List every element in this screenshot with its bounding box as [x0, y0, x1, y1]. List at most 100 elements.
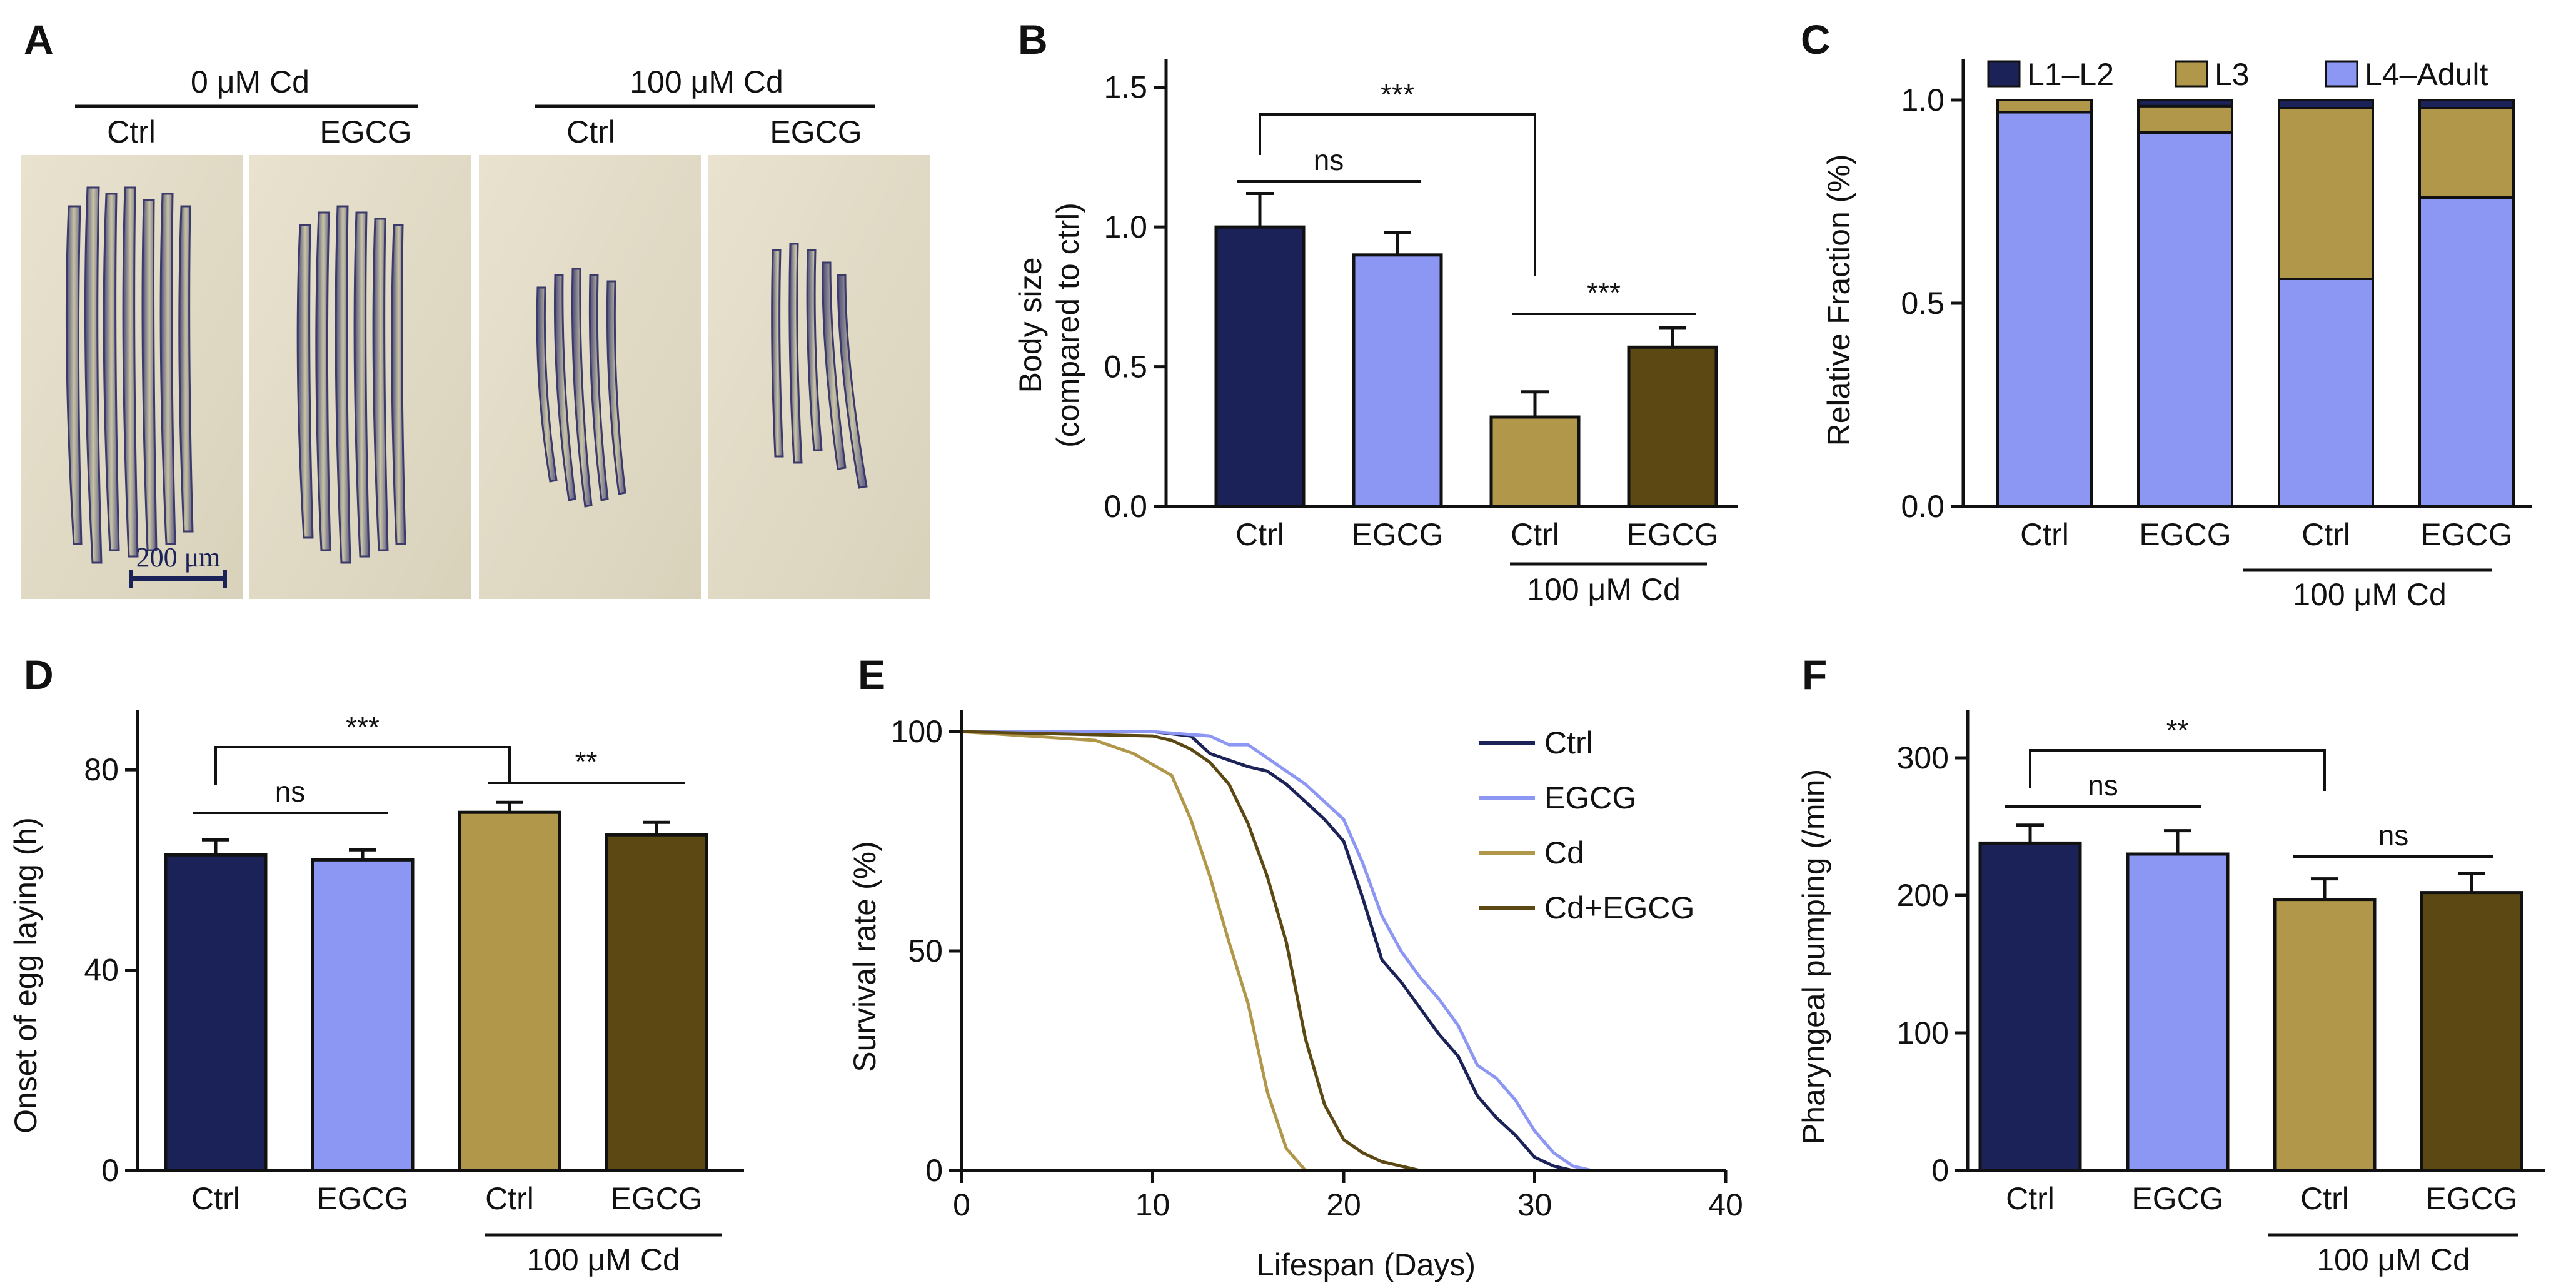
- e-legend-label: Cd+EGCG: [1544, 890, 1694, 925]
- scale-bar: 200 μm: [129, 542, 227, 588]
- e-y-tick-label: 50: [908, 933, 943, 969]
- group-label-100cd: 100 μM Cd: [630, 64, 783, 99]
- c-bar-segment-L3: [1996, 99, 2093, 114]
- b-y-tick-label: 1.0: [1104, 209, 1147, 244]
- e-legend-label: Cd: [1544, 835, 1584, 870]
- b-bar: [1214, 225, 1306, 508]
- f-sig-top-label: **: [2166, 714, 2189, 747]
- panel-letter-b: B: [1018, 16, 1048, 63]
- b-sig-top-label: ***: [1381, 78, 1414, 111]
- f-x-tick-label: Ctrl: [2300, 1181, 2349, 1216]
- e-series-line-EGCG: [962, 730, 1592, 1172]
- c-bar-segment-L1L2: [2418, 99, 2515, 109]
- e-series-line-Cd: [961, 730, 1325, 1172]
- b-x-tick-label: Ctrl: [1235, 517, 1284, 552]
- b-y-tick-label: 0.5: [1104, 350, 1147, 385]
- e-x-tick-label: 20: [1326, 1187, 1361, 1222]
- d-y-tick-label: 80: [84, 752, 119, 787]
- group-label-b: 100 μM Cd: [1527, 572, 1681, 607]
- axis-label-y-b-2: (compared to ctrl): [1050, 203, 1085, 448]
- f-bar: [1978, 841, 2082, 1172]
- panel-b: B Body size (compared to ctrl) Ctrl EGCG C…: [1013, 16, 1738, 607]
- panel-c: C Relative Fraction (%) Ctrl EGCG Ctrl EGCG…: [1801, 16, 2532, 612]
- e-legend-label: EGCG: [1544, 780, 1636, 815]
- c-y-tick-label: 1.0: [1901, 83, 1945, 118]
- c-legend-label: L3: [2215, 57, 2250, 92]
- c-legend-swatch: [1987, 60, 2021, 88]
- f-bar: [2126, 852, 2230, 1172]
- b-sig-top-bracket: [1259, 113, 1536, 276]
- axis-label-y-f: Pharyngeal pumping (/min): [1796, 769, 1831, 1144]
- e-series-line-Ctrl: [962, 730, 1592, 1172]
- d-y-tick-label: 40: [84, 953, 119, 988]
- chart-egg-laying: Ctrl EGCG Ctrl EGCG 0 40 80 *** ns **: [84, 710, 744, 1216]
- f-bar: [2273, 898, 2377, 1172]
- d-x-tick-label: EGCG: [610, 1181, 702, 1216]
- panel-letter-c: C: [1801, 16, 1831, 63]
- f-y-tick-label: 200: [1897, 878, 1949, 913]
- axis-label-y-d: Onset of egg laying (h): [8, 817, 43, 1134]
- b-y-tick-label: 0.0: [1104, 489, 1147, 524]
- d-bar: [458, 810, 561, 1172]
- chart-pharyngeal-pumping: Ctrl EGCG Ctrl EGCG 0 100 200 300 ** ns ns: [1897, 710, 2545, 1216]
- d-sig-left-label: ns: [275, 775, 306, 808]
- e-y-tick-label: 0: [925, 1153, 943, 1188]
- panel-e: E Survival rate (%) Lifespan (Days) 0 50 1…: [847, 652, 1743, 1282]
- group-label-d: 100 μM Cd: [526, 1242, 680, 1277]
- f-sig-right-label: ns: [2378, 819, 2409, 852]
- c-bar-segment-L3: [2278, 107, 2374, 280]
- c-x-tick-label: Ctrl: [2020, 517, 2069, 552]
- c-bar-segment-L1L2: [2137, 99, 2233, 108]
- micrograph-egcg-0cd: [249, 155, 471, 599]
- f-bar: [2420, 891, 2523, 1172]
- group-label-c: 100 μM Cd: [2293, 577, 2447, 612]
- e-x-tick-label: 0: [953, 1187, 970, 1222]
- micrograph-ctrl-0cd: [21, 155, 243, 599]
- b-bar: [1352, 253, 1443, 508]
- f-y-tick-label: 100: [1897, 1015, 1949, 1050]
- e-y-tick-label: 100: [891, 714, 943, 749]
- d-sig-right-label: **: [575, 745, 598, 778]
- c-bar-segment-L4Adult: [2137, 131, 2233, 508]
- chart-body-size: Ctrl EGCG Ctrl EGCG 0.0 0.5 1.0 1.5 *** ns ***: [1104, 59, 1738, 552]
- d-bar: [164, 853, 268, 1172]
- group-label-f: 100 μM Cd: [2317, 1242, 2470, 1277]
- axis-label-x-e: Lifespan (Days): [1257, 1247, 1476, 1282]
- c-bar-segment-L3: [2137, 104, 2233, 134]
- d-y-tick-label: 0: [101, 1153, 119, 1188]
- axis-label-y-b: Body size: [1013, 258, 1048, 393]
- c-legend-label: L4–Adult: [2365, 57, 2488, 92]
- c-y-tick-label: 0.0: [1901, 489, 1945, 524]
- photo-label-egcg-0: EGCG: [319, 114, 411, 149]
- b-sig-left-label: ns: [1314, 144, 1344, 176]
- group-label-0cd: 0 μM Cd: [191, 64, 309, 99]
- d-sig-top-bracket: [214, 746, 511, 785]
- panel-letter-e: E: [858, 652, 885, 698]
- c-bar-segment-L1L2: [2278, 99, 2374, 109]
- d-x-tick-label: Ctrl: [191, 1181, 240, 1216]
- e-x-tick-label: 30: [1517, 1187, 1552, 1222]
- b-x-tick-label: EGCG: [1626, 517, 1718, 552]
- chart-relative-fraction: Ctrl EGCG Ctrl EGCG 0.0 0.5 1.0 L1–L2 L3 L4–Adult: [1901, 57, 2532, 552]
- axis-label-y-c: Relative Fraction (%): [1821, 154, 1856, 446]
- panel-a: A 0 μM Cd 100 μM Cd Ctrl EGCG Ctrl EGCG: [21, 16, 930, 599]
- d-x-tick-label: Ctrl: [485, 1181, 534, 1216]
- e-x-tick-label: 10: [1135, 1187, 1170, 1222]
- chart-survival: 0 50 100 0 10 20 30 40 Ctrl EGCG Cd Cd+EGCG: [891, 710, 1743, 1222]
- c-legend-swatch: [2175, 60, 2208, 88]
- axis-label-y-e: Survival rate (%): [847, 841, 882, 1072]
- c-x-tick-label: EGCG: [2139, 517, 2231, 552]
- photo-label-ctrl-100: Ctrl: [566, 114, 615, 149]
- scale-bar-label: 200 μm: [136, 542, 221, 573]
- photo-label-egcg-100: EGCG: [770, 114, 862, 149]
- e-x-tick-label: 40: [1708, 1187, 1743, 1222]
- photo-label-ctrl-0: Ctrl: [107, 114, 156, 149]
- d-sig-top-label: ***: [346, 711, 380, 743]
- c-x-tick-label: Ctrl: [2302, 517, 2350, 552]
- b-x-tick-label: Ctrl: [1511, 517, 1559, 552]
- e-legend-label: Ctrl: [1544, 725, 1593, 760]
- e-series-line-CdEGCG: [961, 730, 1421, 1172]
- d-bar: [311, 858, 415, 1172]
- f-x-tick-label: Ctrl: [2006, 1181, 2055, 1216]
